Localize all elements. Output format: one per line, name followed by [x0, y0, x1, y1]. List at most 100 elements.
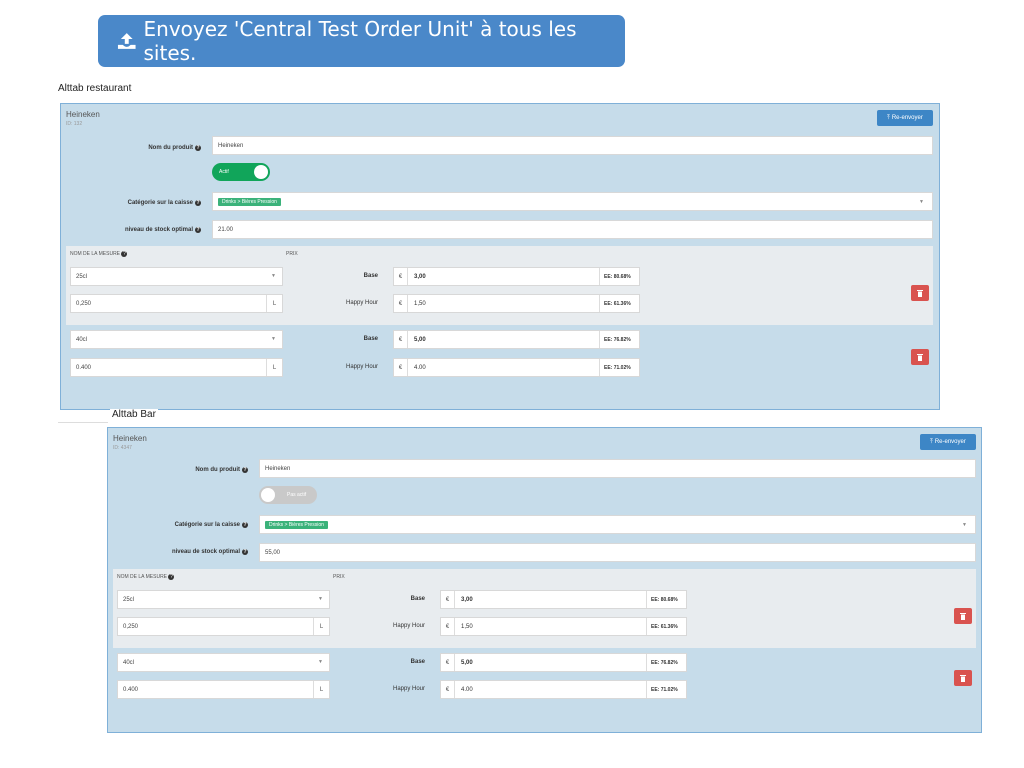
trash-icon: [917, 289, 923, 297]
happy-hour-label: Happy Hour: [392, 686, 425, 692]
help-icon: ?: [195, 227, 201, 233]
product-card: Heineken ID: 132 ⤒ Re-envoyer Nom du pro…: [60, 103, 940, 410]
base-label: Base: [363, 336, 378, 342]
price-header: PRIX: [333, 574, 345, 580]
product-name-label: Nom du produit?: [148, 145, 201, 151]
currency-label: €: [441, 591, 455, 608]
base-price-input[interactable]: € 3,00 EE: 80.68%: [440, 590, 687, 609]
stock-input[interactable]: 21.00: [212, 220, 933, 239]
product-card: Heineken ID: 4347 ⤒ Re-envoyer Nom du pr…: [107, 427, 982, 733]
ee-label: EE: 71.02%: [599, 359, 639, 376]
currency-label: €: [394, 359, 408, 376]
happy-hour-label: Happy Hour: [392, 623, 425, 629]
ee-label: EE: 80.68%: [646, 591, 686, 608]
caret-down-icon: ▼: [318, 596, 323, 602]
caret-down-icon: ▼: [271, 273, 276, 279]
upload-icon: ⤒: [930, 438, 933, 445]
product-name-input[interactable]: Heineken: [259, 459, 976, 478]
base-price-input[interactable]: € 5,00 EE: 76.82%: [440, 653, 687, 672]
toggle-knob: [261, 488, 275, 502]
help-icon: ?: [242, 522, 248, 528]
category-tag[interactable]: Drinks > Bières Pression: [265, 520, 328, 529]
delete-measure-button[interactable]: [954, 608, 972, 624]
trash-icon: [960, 674, 966, 682]
help-icon: ?: [195, 145, 201, 151]
send-to-all-sites-label: Envoyez 'Central Test Order Unit' à tous…: [143, 17, 577, 65]
ee-label: EE: 76.82%: [599, 331, 639, 348]
measure-panel: NOM DE LA MESURE ? PRIX 25cl ▼ 0,250 L B…: [113, 569, 976, 648]
measure-name-select[interactable]: 40cl: [117, 653, 330, 672]
ee-label: EE: 61.36%: [599, 295, 639, 312]
delete-measure-button[interactable]: [954, 670, 972, 686]
ee-label: EE: 61.36%: [646, 618, 686, 635]
stock-label: niveau de stock optimal?: [124, 227, 201, 233]
upload-icon: [117, 33, 136, 49]
category-label: Catégorie sur la caisse?: [127, 200, 201, 206]
price-header: PRIX: [286, 251, 298, 257]
stock-label: niveau de stock optimal?: [171, 549, 248, 555]
base-label: Base: [410, 659, 425, 665]
product-id: ID: 132: [66, 121, 83, 127]
measure-header: NOM DE LA MESURE ?: [70, 251, 128, 257]
delete-measure-button[interactable]: [911, 285, 929, 301]
category-select[interactable]: Drinks > Bières Pression ▼: [259, 515, 976, 534]
currency-label: €: [441, 681, 455, 698]
trash-icon: [917, 353, 923, 361]
help-icon: ?: [242, 467, 248, 473]
base-label: Base: [410, 596, 425, 602]
site-label: Alttab restaurant: [58, 83, 132, 94]
send-to-all-sites-button[interactable]: Envoyez 'Central Test Order Unit' à tous…: [98, 15, 625, 67]
active-toggle[interactable]: Pas actif: [259, 486, 317, 504]
product-name: Heineken: [113, 434, 147, 443]
happy-hour-price-input[interactable]: € 1,50 EE: 61.36%: [393, 294, 640, 313]
resend-button[interactable]: ⤒ Re-envoyer: [877, 110, 933, 126]
resend-button[interactable]: ⤒ Re-envoyer: [920, 434, 976, 450]
category-tag[interactable]: Drinks > Bières Pression: [218, 197, 281, 206]
measure-quantity-input[interactable]: 0.400 L: [117, 680, 330, 699]
unit-label: L: [266, 359, 282, 376]
ee-label: EE: 76.82%: [646, 654, 686, 671]
caret-down-icon: ▼: [271, 336, 276, 342]
happy-hour-price-input[interactable]: € 1,50 EE: 61.36%: [440, 617, 687, 636]
ee-label: EE: 71.02%: [646, 681, 686, 698]
ee-label: EE: 80.68%: [599, 268, 639, 285]
currency-label: €: [394, 295, 408, 312]
measure-quantity-input[interactable]: 0.400 L: [70, 358, 283, 377]
unit-label: L: [313, 681, 329, 698]
unit-label: L: [313, 618, 329, 635]
product-name-input[interactable]: Heineken: [212, 136, 933, 155]
caret-down-icon: ▼: [962, 521, 967, 528]
happy-hour-label: Happy Hour: [345, 364, 378, 370]
currency-label: €: [441, 618, 455, 635]
base-price-input[interactable]: € 3,00 EE: 80.68%: [393, 267, 640, 286]
category-label: Catégorie sur la caisse?: [174, 522, 248, 528]
currency-label: €: [394, 331, 408, 348]
product-id: ID: 4347: [113, 445, 132, 451]
measure-quantity-input[interactable]: 0,250 L: [70, 294, 283, 313]
resend-label: Re-envoyer: [891, 115, 923, 121]
measure-panel: NOM DE LA MESURE ? PRIX 25cl ▼ 0,250 L B…: [66, 246, 933, 325]
stock-input[interactable]: 55,00: [259, 543, 976, 562]
measure-name-select[interactable]: 25cl: [117, 590, 330, 609]
toggle-label: Actif: [219, 169, 229, 175]
base-price-input[interactable]: € 5,00 EE: 76.82%: [393, 330, 640, 349]
caret-down-icon: ▼: [318, 659, 323, 665]
divider: [58, 422, 108, 423]
measure-header: NOM DE LA MESURE ?: [117, 574, 175, 580]
active-toggle[interactable]: Actif: [212, 163, 270, 181]
happy-hour-price-input[interactable]: € 4.00 EE: 71.02%: [440, 680, 687, 699]
happy-hour-price-input[interactable]: € 4.00 EE: 71.02%: [393, 358, 640, 377]
measure-name-select[interactable]: 25cl: [70, 267, 283, 286]
resend-label: Re-envoyer: [934, 439, 966, 445]
toggle-label: Pas actif: [287, 492, 307, 498]
help-icon: ?: [242, 549, 248, 555]
currency-label: €: [394, 268, 408, 285]
measure-quantity-input[interactable]: 0,250 L: [117, 617, 330, 636]
delete-measure-button[interactable]: [911, 349, 929, 365]
currency-label: €: [441, 654, 455, 671]
unit-label: L: [266, 295, 282, 312]
measure-name-select[interactable]: 40cl: [70, 330, 283, 349]
trash-icon: [960, 612, 966, 620]
category-select[interactable]: Drinks > Bières Pression ▼: [212, 192, 933, 211]
help-icon: ?: [168, 574, 175, 580]
